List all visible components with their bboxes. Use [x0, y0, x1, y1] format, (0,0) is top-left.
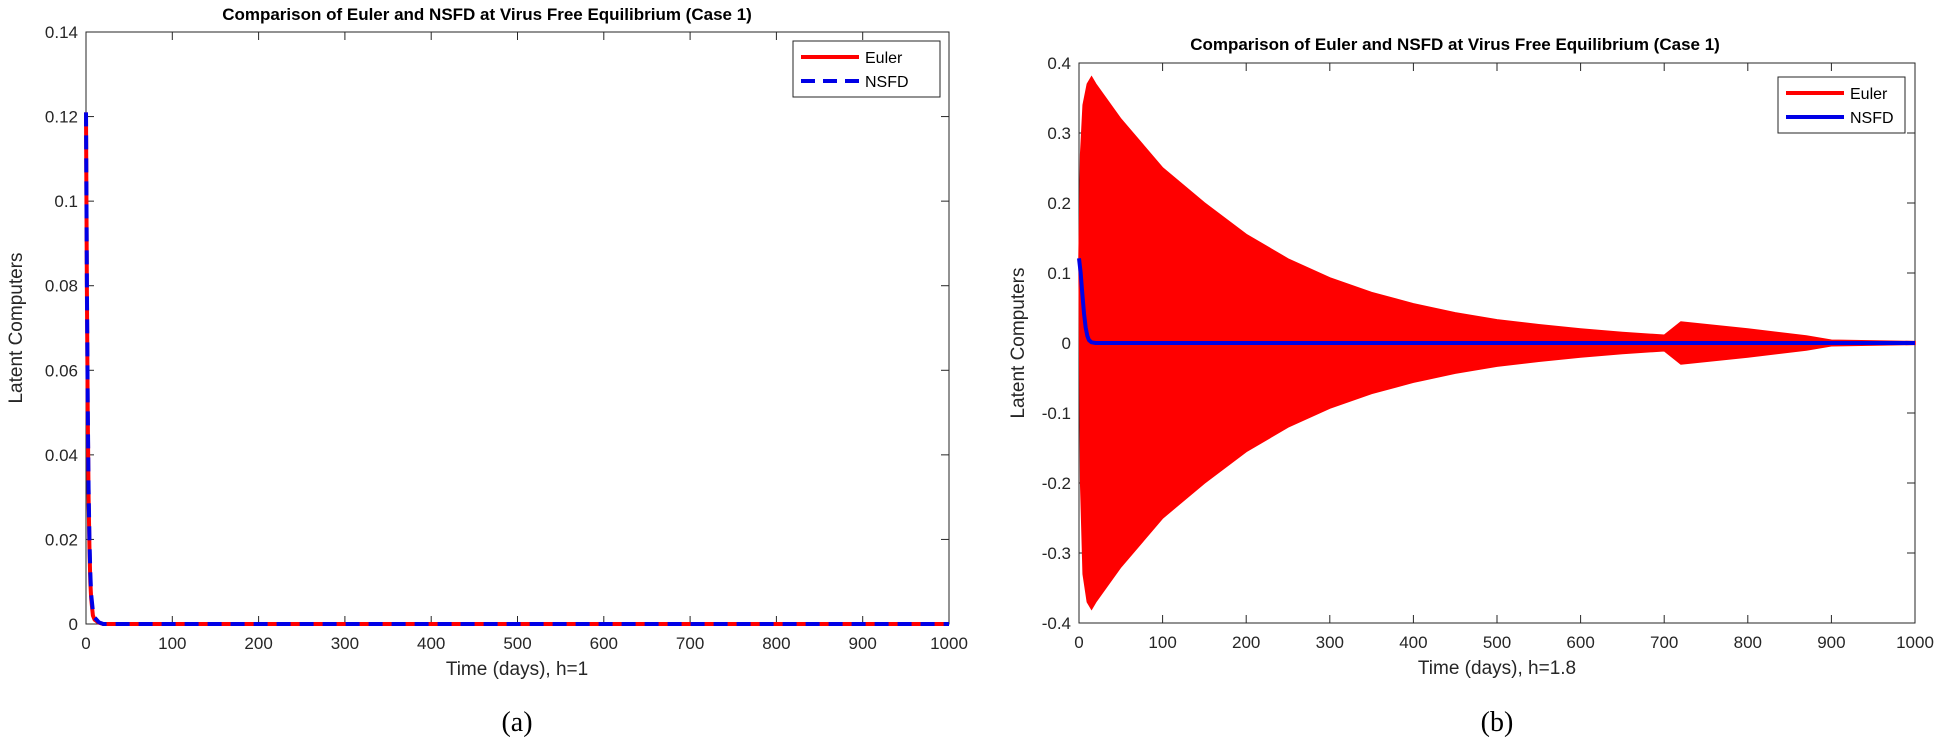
- chart-a-ytick-label: 0.04: [45, 446, 78, 465]
- chart-b-ytick-label: 0.4: [1047, 54, 1071, 73]
- chart-b-xtick-label: 100: [1148, 633, 1176, 652]
- chart-b-title: Comparison of Euler and NSFD at Virus Fr…: [1190, 35, 1720, 54]
- chart-b-ticks: 0 100 200 300 400 500 600 700 800 900 1000 -0.4 -0.3…: [1042, 54, 1934, 652]
- chart-b-xtick-label: 500: [1483, 633, 1511, 652]
- chart-b-xtick-label: 1000: [1896, 633, 1934, 652]
- chart-b-ytick-label: 0.3: [1047, 124, 1071, 143]
- chart-b-xtick-label: 0: [1074, 633, 1083, 652]
- chart-panel-b: Comparison of Euler and NSFD at Virus Fr…: [1008, 35, 1934, 738]
- chart-panel-a: Comparison of Euler and NSFD at Virus Fr…: [6, 5, 968, 738]
- chart-a-ytick-label: 0.08: [45, 277, 78, 296]
- chart-a-xtick-label: 100: [158, 634, 186, 653]
- chart-b-ytick-label: -0.4: [1042, 614, 1071, 633]
- chart-a-ytick-label: 0.14: [45, 23, 78, 42]
- chart-a-xtick-label: 300: [331, 634, 359, 653]
- chart-b-xtick-label: 200: [1232, 633, 1260, 652]
- chart-a-legend-box: [792, 40, 941, 98]
- chart-b-xtick-label: 900: [1817, 633, 1845, 652]
- chart-a-title: Comparison of Euler and NSFD at Virus Fr…: [222, 5, 752, 24]
- chart-b-panel-label: (b): [1481, 707, 1514, 738]
- chart-a-series-nsfd-line: [84, 112, 949, 626]
- chart-a-ytick-label: 0.06: [45, 361, 78, 380]
- chart-a-ytick-label: 0.02: [45, 530, 78, 549]
- chart-a-ticks: 0 100 200 300 400 500 600 700 800 900 1000 0 0.02 0.0…: [45, 23, 968, 653]
- chart-a-xtick-label: 600: [590, 634, 618, 653]
- chart-a-xtick-label: 500: [503, 634, 531, 653]
- chart-a-legend-label-nsfd: NSFD: [865, 74, 909, 91]
- chart-b-series: [1077, 75, 1916, 611]
- chart-b-xtick-label: 700: [1650, 633, 1678, 652]
- chart-b-ylabel: Latent Computers: [1008, 267, 1029, 418]
- chart-b-ytick-label: -0.2: [1042, 474, 1071, 493]
- chart-b-ytick-label: 0.2: [1047, 194, 1071, 213]
- chart-b-xlabel: Time (days), h=1.8: [1418, 658, 1576, 679]
- chart-a-panel-label: (a): [501, 707, 532, 738]
- chart-b-ytick-label: -0.1: [1042, 404, 1071, 423]
- chart-a-xtick-label: 900: [849, 634, 877, 653]
- chart-a-xtick-label: 1000: [930, 634, 968, 653]
- chart-b-xtick-label: 600: [1566, 633, 1594, 652]
- chart-b-legend-box: [1777, 76, 1906, 134]
- chart-a-ytick-label: 0: [69, 615, 78, 634]
- chart-a-legend-label-euler: Euler: [865, 50, 903, 67]
- chart-b-ytick-label: 0.1: [1047, 264, 1071, 283]
- chart-a-ylabel: Latent Computers: [6, 252, 27, 403]
- chart-a-xtick-label: 0: [81, 634, 90, 653]
- chart-a-xtick-label: 800: [762, 634, 790, 653]
- chart-b-xtick-label: 300: [1316, 633, 1344, 652]
- chart-b-xtick-label: 800: [1734, 633, 1762, 652]
- chart-b-legend: Euler NSFD: [1777, 76, 1906, 134]
- chart-b-ytick-label: -0.3: [1042, 544, 1071, 563]
- chart-a-xtick-label: 400: [417, 634, 445, 653]
- chart-b-legend-label-euler: Euler: [1850, 86, 1888, 103]
- chart-a-ytick-label: 0.1: [54, 192, 78, 211]
- chart-a-xtick-label: 700: [676, 634, 704, 653]
- chart-a-series: [84, 112, 949, 626]
- chart-b-xtick-label: 400: [1399, 633, 1427, 652]
- chart-a-ytick-label: 0.12: [45, 108, 78, 127]
- chart-a-plot-area: [85, 31, 950, 625]
- chart-a-xtick-label: 200: [244, 634, 272, 653]
- chart-a-legend: Euler NSFD: [792, 40, 941, 98]
- chart-b-ytick-label: 0: [1062, 334, 1071, 353]
- chart-b-legend-label-nsfd: NSFD: [1850, 110, 1894, 127]
- chart-b-series-nsfd-line: [1077, 258, 1915, 345]
- chart-a-xlabel: Time (days), h=1: [446, 659, 588, 680]
